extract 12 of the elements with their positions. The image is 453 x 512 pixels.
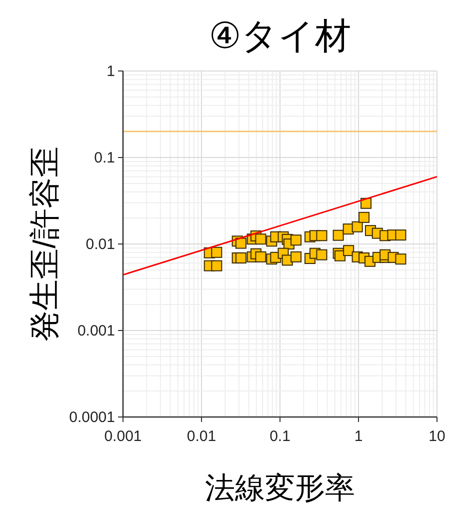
x-tick-label: 0.1 (270, 428, 290, 445)
y-tick-label: 1 (106, 63, 115, 80)
y-tick-label: 0.001 (77, 322, 115, 340)
y-tick-label: 0.0001 (69, 409, 115, 426)
chart-title: ④タイ材 (208, 15, 352, 56)
y-tick-label: 0.01 (86, 236, 115, 253)
x-tick-label: 0.01 (186, 428, 216, 445)
y-tick-label: 0.1 (94, 150, 115, 166)
x-axis-title: 法線変形率 (205, 472, 355, 505)
x-tick-label: 1 (354, 428, 363, 445)
x-tick-label: 10 (428, 428, 446, 445)
y-axis-title: 発生歪/許容歪 (27, 146, 62, 342)
